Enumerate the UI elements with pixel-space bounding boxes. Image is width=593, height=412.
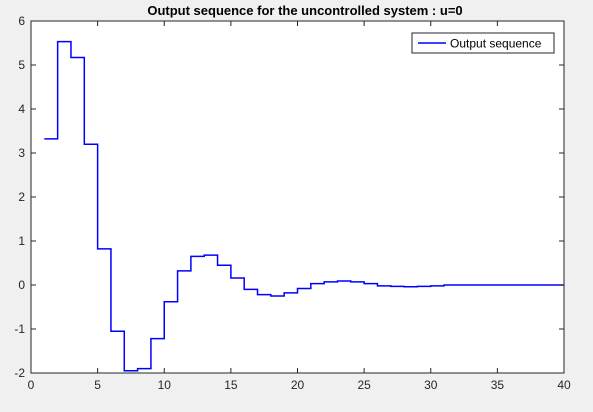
x-tick-label: 0 [28,378,35,392]
legend[interactable]: Output sequence [411,32,555,54]
ticks-layer: 0 5 10 15 20 25 30 35 40 -2 -1 0 1 2 3 4 5 6 [14,14,571,392]
series-line-0 [44,40,564,372]
y-tick-label: -1 [14,322,25,336]
series-layer [44,40,564,372]
plot-area [31,21,564,373]
legend-box [411,32,555,54]
x-tick-label: 35 [491,378,505,392]
x-tick-label: 25 [357,378,371,392]
x-tick-label: 15 [224,378,238,392]
y-tick-label: 5 [18,58,25,72]
x-tick-label: 20 [291,378,305,392]
legend-label: Output sequence [450,37,542,51]
y-tick-label: -2 [14,366,25,380]
y-tick-label: 6 [18,14,25,28]
chart-title: Output sequence for the uncontrolled sys… [147,3,462,18]
x-tick-label: 10 [158,378,172,392]
x-tick-label: 30 [424,378,438,392]
y-tick-label: 0 [18,278,25,292]
y-tick-label: 4 [18,102,25,116]
x-tick-label: 5 [94,378,101,392]
x-tick-label: 40 [557,378,571,392]
y-tick-label: 1 [18,234,25,248]
y-tick-label: 2 [18,190,25,204]
y-tick-label: 3 [18,146,25,160]
